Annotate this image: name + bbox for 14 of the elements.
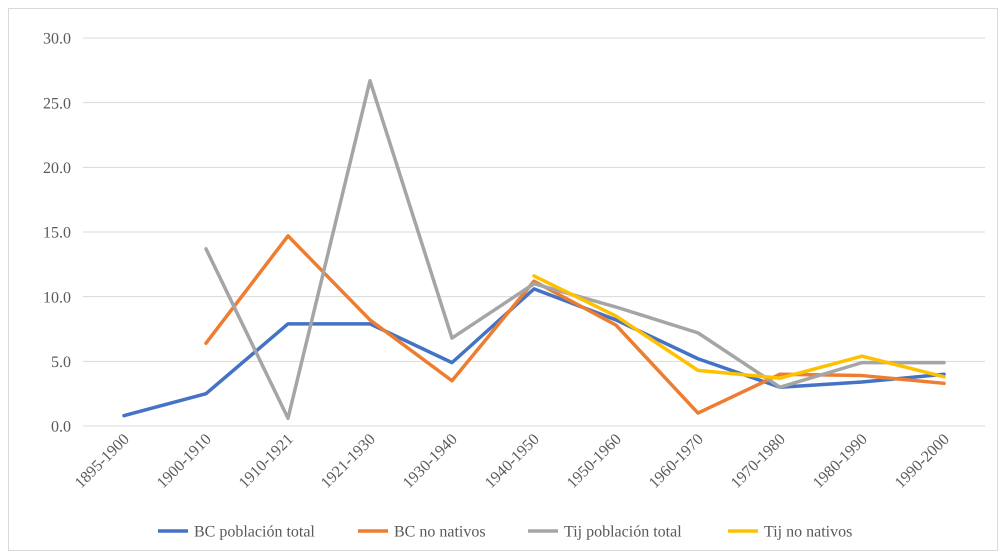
y-tick-label: 15.0 — [43, 224, 71, 242]
y-tick-label: 5.0 — [51, 354, 71, 371]
y-tick-label: 30.0 — [43, 30, 71, 48]
line-series — [532, 274, 946, 380]
legend-label: Tij población total — [564, 524, 682, 541]
y-tick-label: 25.0 — [43, 95, 71, 112]
line-series — [204, 78, 946, 420]
legend-label: Tij no nativos — [764, 524, 852, 541]
y-tick-label: 10.0 — [43, 289, 71, 306]
legend-label: BC población total — [194, 524, 316, 541]
y-tick-label: 0.0 — [51, 418, 71, 436]
legend-label: BC no nativos — [394, 524, 486, 541]
y-tick-label: 20.0 — [43, 160, 71, 177]
line-series — [204, 234, 946, 415]
